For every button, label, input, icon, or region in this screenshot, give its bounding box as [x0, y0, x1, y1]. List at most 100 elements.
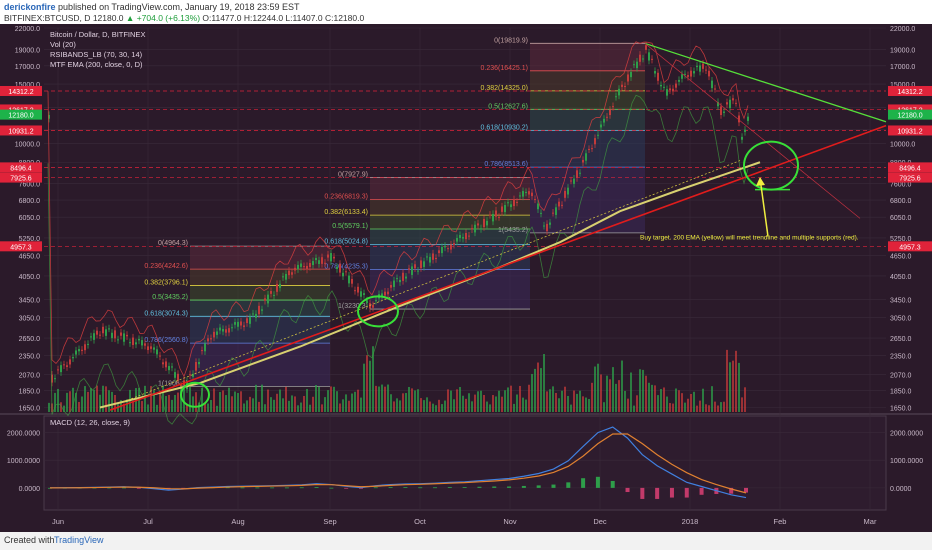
fib-level-label: 0.236(4242.6) — [144, 263, 188, 270]
y-tick-right: 2650.0 — [890, 336, 912, 343]
candle-body — [561, 204, 563, 206]
macd-tick-left: 1000.0000 — [7, 458, 40, 465]
volume-bar — [165, 396, 167, 412]
volume-bar — [663, 387, 665, 412]
volume-bar — [252, 398, 254, 412]
volume-bar — [639, 369, 641, 412]
price-tag-right-text: 7925.6 — [899, 176, 921, 183]
volume-bar — [516, 394, 518, 412]
macd-histogram-bar — [684, 487, 689, 498]
volume-bar — [705, 404, 707, 412]
fan-line — [644, 43, 861, 219]
candle-body — [552, 212, 554, 214]
macd-histogram-bar — [373, 487, 378, 489]
author-link[interactable]: derickonfire — [4, 2, 56, 12]
candle-body — [204, 343, 206, 352]
candle-body — [213, 331, 215, 338]
fib-zone — [190, 285, 330, 301]
candle-body — [345, 271, 347, 273]
macd-signal-line — [49, 433, 747, 494]
candle-body — [162, 362, 164, 365]
symbol-prefix: BITFINEX:BTCUSD, D — [4, 13, 91, 23]
volume-bar — [285, 386, 287, 412]
candle-body — [501, 206, 503, 212]
candle-body — [342, 272, 344, 277]
volume-bar — [540, 368, 542, 412]
y-tick-right: 1850.0 — [890, 389, 912, 396]
volume-bar — [474, 394, 476, 412]
price-tag-right-text: 14312.2 — [897, 89, 922, 96]
tradingview-brand-link[interactable]: TradingView — [54, 535, 104, 545]
fib-level-label: 0(7927.9) — [338, 172, 368, 179]
volume-bar — [636, 395, 638, 412]
price-tag-right — [888, 104, 932, 115]
volume-bar — [339, 403, 341, 412]
last-price: 12180.0 — [92, 13, 124, 23]
candle-body — [705, 69, 707, 71]
volume-bar — [642, 369, 644, 412]
candle-body — [414, 264, 416, 269]
fib-level-label: 0.618(10930.2) — [481, 124, 528, 131]
x-tick-label: Dec — [593, 517, 607, 526]
candle-body — [567, 187, 569, 195]
volume-bar — [264, 404, 266, 412]
y-tick-right: 22000.0 — [890, 26, 915, 33]
candle-body — [192, 373, 194, 377]
candle-body — [606, 116, 608, 118]
fib-level-label: 0.786(4235.3) — [324, 263, 368, 270]
volume-bar — [558, 398, 560, 412]
volume-bar — [657, 395, 659, 412]
fib-zone — [530, 90, 645, 110]
y-tick-left: 3450.0 — [19, 297, 41, 304]
candle-body — [696, 65, 698, 68]
candle-body — [300, 263, 302, 267]
candle-body — [498, 216, 500, 218]
volume-bar — [432, 403, 434, 412]
volume-bar — [87, 391, 89, 412]
candle-body — [156, 349, 158, 355]
candle-body — [126, 334, 128, 337]
candle-body — [339, 263, 341, 273]
candle-body — [675, 83, 677, 88]
macd-histogram-bar — [284, 487, 289, 489]
candle-body — [615, 96, 617, 98]
candle-body — [525, 191, 527, 193]
candle-body — [495, 210, 497, 217]
candle-body — [225, 329, 227, 333]
legend-ema: MTF EMA (200, close, 0, D) — [50, 60, 143, 69]
macd-histogram-bar — [344, 487, 349, 489]
candle-body — [429, 256, 431, 263]
y-tick-left: 22000.0 — [15, 26, 40, 33]
y-tick-left: 4050.0 — [19, 274, 41, 281]
x-tick-label: Mar — [864, 517, 877, 526]
footer-bar: Created with TradingView — [0, 532, 932, 550]
volume-bar — [426, 397, 428, 412]
volume-bar — [420, 398, 422, 412]
volume-bar — [282, 398, 284, 412]
candle-body — [246, 318, 248, 324]
volume-bar — [201, 387, 203, 412]
volume-bar — [234, 391, 236, 412]
macd-histogram-bar — [358, 487, 363, 489]
volume-bar — [378, 386, 380, 412]
candle-body — [738, 115, 740, 123]
candle-body — [612, 106, 614, 108]
volume-bar — [297, 405, 299, 412]
price-tag-right-text: 10931.2 — [897, 128, 922, 135]
y-tick-left: 2650.0 — [19, 336, 41, 343]
candle-body — [741, 136, 743, 140]
volume-bar — [384, 386, 386, 412]
candle-body — [636, 61, 638, 69]
yellow-dotted-trendline — [119, 160, 741, 404]
volume-bar — [510, 385, 512, 412]
price-tag-right — [888, 125, 932, 136]
chart-area[interactable]: 1650.0 1650.0 1850.0 1850.0 2070.0 2070.0 2350… — [0, 24, 932, 532]
chart-svg[interactable]: 1650.0 1650.0 1850.0 1850.0 2070.0 2070.0 2350… — [0, 24, 932, 532]
volume-bar — [222, 390, 224, 412]
price-tag-left — [0, 172, 42, 183]
candle-body — [684, 73, 686, 75]
candle-body — [150, 346, 152, 349]
volume-bar — [687, 398, 689, 412]
volume-bar — [588, 398, 590, 412]
volume-bar — [591, 382, 593, 412]
